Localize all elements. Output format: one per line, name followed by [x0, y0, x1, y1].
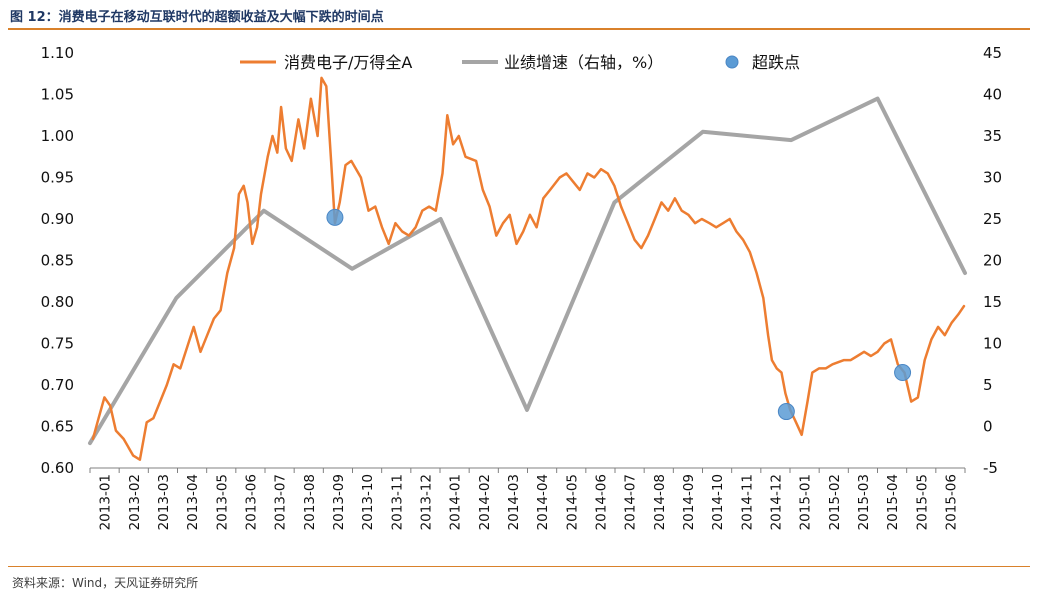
x-axis-tick-label: 2014-08	[652, 474, 668, 530]
left-axis-tick-label: 0.75	[41, 335, 74, 353]
dip-point-marker	[326, 208, 344, 226]
x-axis-tick-label: 2015-01	[798, 474, 814, 530]
x-axis-tick-label: 2013-10	[360, 474, 376, 530]
x-axis-tick-label: 2014-05	[564, 474, 580, 530]
left-axis-tick-label: 0.90	[41, 210, 74, 228]
right-axis-tick-label: 45	[983, 44, 1002, 62]
x-axis-tick-label: 2014-11	[739, 474, 755, 530]
x-axis-tick-label: 2014-01	[448, 474, 464, 530]
left-axis-tick-label: 1.05	[41, 86, 74, 104]
left-axis-tick-label: 0.85	[41, 252, 74, 270]
x-axis-tick-label: 2014-04	[535, 474, 551, 530]
dip-point-marker	[894, 364, 912, 382]
x-axis-tick-label: 2015-06	[943, 474, 959, 530]
x-axis-tick-label: 2015-02	[827, 474, 843, 530]
growth-series-line	[88, 96, 967, 446]
right-axis-tick-label: -5	[983, 459, 998, 477]
legend-label-dip: 超跌点	[752, 53, 800, 72]
right-axis-tick-label: 0	[983, 418, 993, 436]
x-axis-ticks: 2013-01 2013-02 2013-03 2013-04 2013-05 2013-…	[89, 468, 966, 530]
left-axis-tick-label: 0.80	[41, 293, 74, 311]
x-axis-tick-label: 2015-03	[856, 474, 872, 530]
series-layer	[88, 76, 967, 461]
legend-label-growth: 业绩增速（右轴，%）	[504, 53, 663, 72]
source-rule	[8, 566, 1030, 567]
x-axis-tick-label: 2015-04	[885, 474, 901, 530]
left-axis-ticks: 0.60 0.65 0.70 0.75 0.80 0.85 0.90 0.95 1.00 1.05…	[41, 44, 74, 477]
right-axis-tick-label: 20	[983, 252, 1002, 270]
x-axis-tick-label: 2014-03	[506, 474, 522, 530]
left-axis-tick-label: 1.10	[41, 44, 74, 62]
x-axis-tick-label: 2013-05	[214, 474, 230, 530]
left-axis-tick-label: 1.00	[41, 127, 74, 145]
right-axis-tick-label: 30	[983, 169, 1002, 187]
right-axis-ticks: -5 0 5 10 15 20 25 30 35 40 45	[983, 44, 1002, 477]
right-axis-tick-label: 5	[983, 376, 993, 394]
x-axis-tick-label: 2013-12	[418, 474, 434, 530]
x-axis-tick-label: 2013-11	[389, 474, 405, 530]
x-axis-tick-label: 2013-01	[98, 474, 114, 530]
x-axis-tick-label: 2013-09	[331, 474, 347, 530]
left-axis-tick-label: 0.65	[41, 418, 74, 436]
x-axis-tick-label: 2015-05	[914, 474, 930, 530]
x-axis-tick-label: 2013-06	[243, 474, 259, 530]
left-axis-tick-label: 0.95	[41, 169, 74, 187]
x-axis-tick-label: 2013-02	[127, 474, 143, 530]
legend-swatch-dip	[725, 55, 739, 69]
dip-point-marker	[777, 403, 795, 421]
x-axis-tick-label: 2014-06	[593, 474, 609, 530]
x-axis-tick-label: 2014-02	[477, 474, 493, 530]
x-axis-tick-label: 2013-08	[302, 474, 318, 530]
figure-title: 图 12：消费电子在移动互联时代的超额收益及大幅下跌的时间点	[10, 10, 384, 25]
x-axis-tick-label: 2013-07	[273, 474, 289, 530]
right-axis-tick-label: 15	[983, 293, 1002, 311]
x-axis-tick-label: 2013-03	[156, 474, 172, 530]
legend-label-ratio: 消费电子/万得全A	[284, 53, 412, 72]
left-axis-tick-label: 0.60	[41, 459, 74, 477]
chart-legend: 消费电子/万得全A 业绩增速（右轴，%） 超跌点	[240, 53, 800, 72]
right-axis-tick-label: 25	[983, 210, 1002, 228]
x-axis-tick-label: 2014-07	[623, 474, 639, 530]
x-axis-tick-label: 2014-09	[681, 474, 697, 530]
x-axis-tick-label: 2014-12	[768, 474, 784, 530]
title-rule	[8, 28, 1030, 30]
ratio-series-line	[91, 76, 966, 461]
right-axis-tick-label: 35	[983, 127, 1002, 145]
right-axis-tick-label: 10	[983, 335, 1002, 353]
left-axis-tick-label: 0.70	[41, 376, 74, 394]
x-axis-tick-label: 2014-10	[710, 474, 726, 530]
source-note: 资料来源：Wind，天风证券研究所	[12, 576, 199, 590]
x-axis-tick-label: 2013-04	[185, 474, 201, 530]
right-axis-tick-label: 40	[983, 86, 1002, 104]
